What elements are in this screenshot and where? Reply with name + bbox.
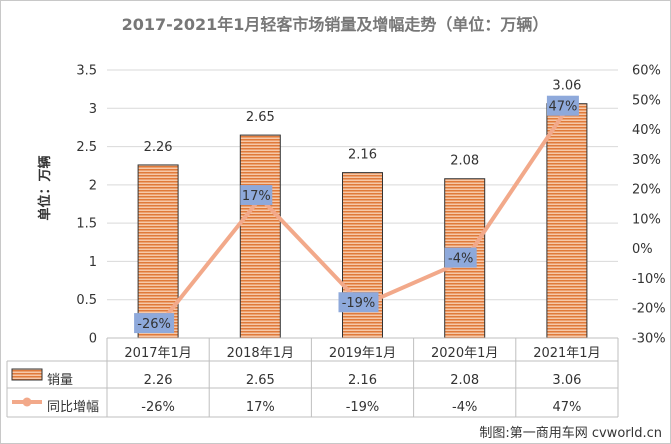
line-value-label: -26% [134,313,175,334]
y-axis-label: 单位：万辆 [37,155,53,220]
table-cell: 2.16 [348,373,377,388]
y-tick-label: 1 [89,255,97,270]
table-cell: 2.08 [450,373,479,388]
x-tick-label: 2018年1月 [227,346,294,361]
y2-tick-label: 20% [632,183,661,198]
y-tick-label: 3.5 [76,64,97,79]
legend-line-marker [22,397,32,407]
line-value-label: -19% [338,292,379,313]
bar-value-label: 2.16 [348,148,377,163]
bar [239,134,281,339]
line-label-text: -26% [137,317,171,332]
line-label-text: -19% [342,296,376,311]
line-label-text: 47% [548,100,577,115]
x-tick-label: 2019年1月 [329,346,396,361]
y2-tick-label: 40% [632,123,661,138]
bar [137,164,179,339]
y-tick-label: 2 [89,178,97,193]
x-tick-label: 2020年1月 [431,346,498,361]
table-cell: 2.65 [246,373,275,388]
bar [342,172,383,339]
table-cell: -19% [346,400,380,415]
legend-bar-key [11,368,43,381]
bar-value-label: 2.08 [450,154,479,169]
line-label-box [240,185,273,206]
line-label-text: 17% [242,189,271,204]
table-cell: -26% [141,400,175,415]
legend-bar-label: 销量 [47,373,73,388]
line-label-box [338,292,379,313]
line-series: -26% 17% -19% -4% 47% [134,95,579,334]
axes: 0 0.5 1 1.5 2 2.5 3 3.5 -30% -20% -10% 0% 10% 20% 30% 4… [76,64,665,347]
line-value-label: 17% [240,185,273,206]
legend-line-label: 同比增幅 [47,400,99,415]
y-tick-label: 1.5 [76,217,97,232]
y2-tick-label: 0% [632,242,653,257]
y2-tick-label: 30% [632,153,661,168]
table-cell: 17% [246,400,275,415]
y2-tick-label: -10% [632,272,666,287]
bar-value-label: 2.26 [144,140,173,155]
y-tick-label: 2.5 [76,140,97,155]
y2-tick-label: 10% [632,212,661,227]
y2-tick-label: 50% [632,93,661,108]
table-cell: -4% [452,400,477,415]
bar-value-label: 3.06 [552,79,581,94]
watermark: 制图:第一商用车网 cvworld.cn [479,425,662,441]
table-cell: 2.26 [144,373,173,388]
y2-tick-label: 60% [632,64,661,79]
y-tick-label: 3 [89,102,97,117]
bar-value-label: 2.65 [246,110,275,125]
y2-tick-label: -30% [632,332,666,347]
line-label-box [546,95,579,116]
data-table: 2017年1月 2.26 -26% 2018年1月 2.65 17% 2019年1月 2.16… [6,338,619,418]
table-cell: 47% [552,400,581,415]
line-label-text: -4% [448,252,473,267]
line-value-label: 47% [546,95,579,116]
bar [546,103,588,339]
y-tick-label: 0 [89,332,97,347]
table-cell: 3.06 [552,373,581,388]
y2-tick-label: -20% [632,302,666,317]
line-value-label: -4% [444,247,477,268]
x-tick-label: 2021年1月 [533,346,600,361]
x-tick-label: 2017年1月 [124,346,191,361]
line-label-box [134,313,175,334]
y-tick-label: 0.5 [76,293,97,308]
line-label-box [444,247,477,268]
chart-title: 2017-2021年1月轻客市场销量及增幅走势（单位：万辆） [122,15,549,34]
